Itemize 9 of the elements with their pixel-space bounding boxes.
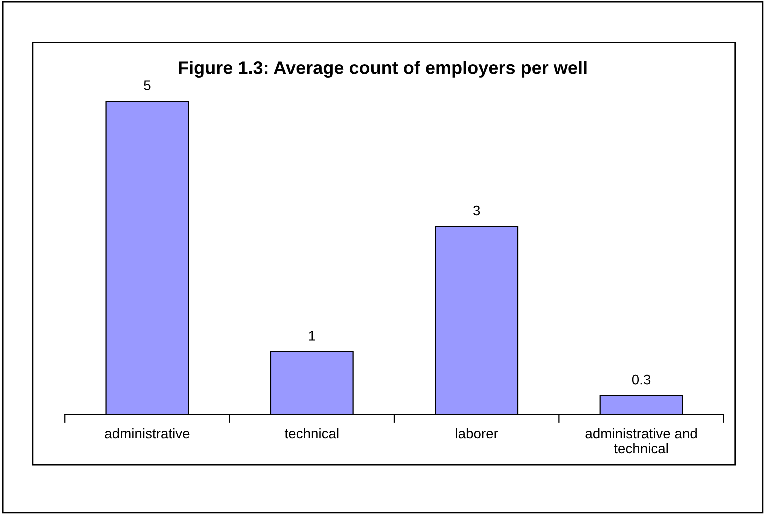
x-tick-label: laborer xyxy=(456,428,498,439)
x-tick-label: administrative and technical xyxy=(586,428,697,454)
chart-title: Figure 1.3: Average count of employers per well xyxy=(179,61,587,78)
x-tick-label: technical xyxy=(284,428,339,439)
data-label: 3 xyxy=(474,206,480,216)
data-label: 1 xyxy=(309,331,316,341)
x-tick-label: administrative xyxy=(105,428,190,439)
data-label: 0.3 xyxy=(632,374,651,385)
data-label: 5 xyxy=(144,80,151,90)
